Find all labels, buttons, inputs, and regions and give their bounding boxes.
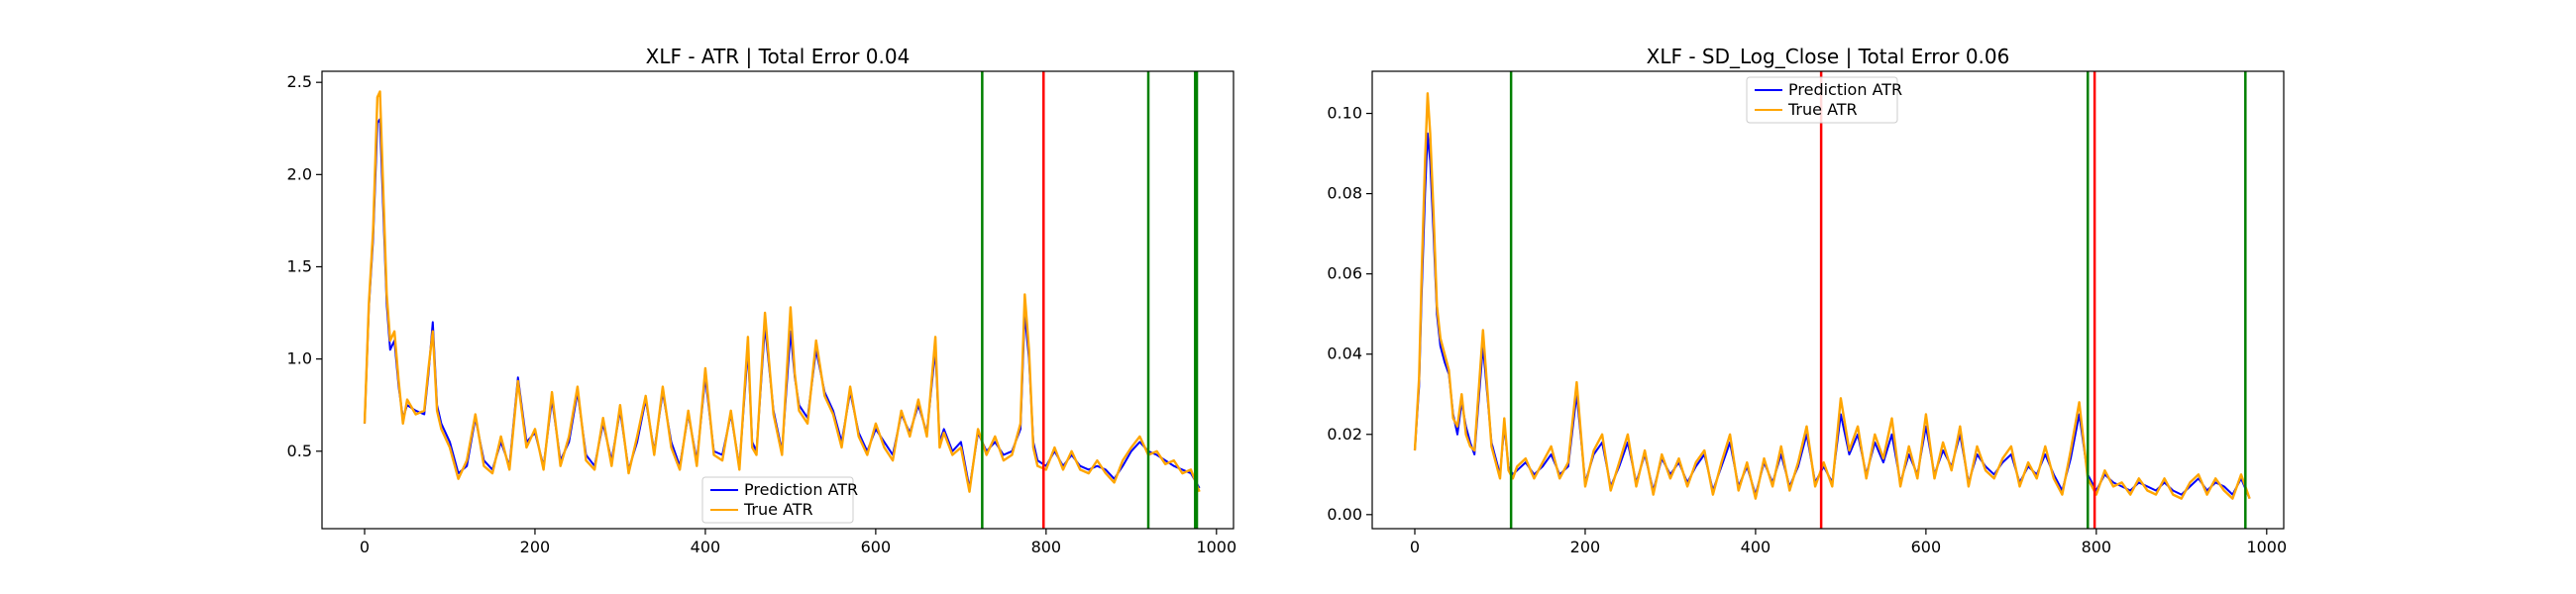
axes-frame: [321, 70, 1234, 530]
x-tick-label: 200: [1570, 538, 1601, 556]
y-tick-label: 1.0: [287, 349, 312, 368]
chart-title: XLF - SD_Log_Close | Total Error 0.06: [1647, 45, 2010, 68]
x-tick-label: 600: [1911, 538, 1942, 556]
y-tick-label: 0.02: [1327, 425, 1362, 444]
legend-label: Prediction ATR: [1788, 80, 1902, 99]
y-tick-label: 0.04: [1327, 345, 1362, 363]
legend-label: Prediction ATR: [744, 480, 858, 499]
y-tick-label: 1.5: [287, 256, 312, 275]
series-line-true-atr: [363, 90, 1201, 493]
y-tick-label: 0.5: [287, 442, 312, 460]
x-tick-label: 1000: [1196, 538, 1236, 556]
x-tick-label: 1000: [2246, 538, 2287, 556]
x-tick-label: 800: [1031, 538, 1062, 556]
x-tick-label: 200: [520, 538, 551, 556]
x-tick-label: 0: [360, 538, 370, 556]
chart-panel-0: XLF - ATR | Total Error 0.04 0 200 400 600 80…: [287, 45, 1237, 556]
y-tick-label: 0.06: [1327, 264, 1362, 283]
legend-label: True ATR: [1787, 100, 1858, 119]
y-tick-label: 0.08: [1327, 184, 1362, 203]
y-tick-label: 0.00: [1327, 505, 1362, 524]
y-tick-label: 2.5: [287, 72, 312, 91]
chart-title: XLF - ATR | Total Error 0.04: [646, 45, 911, 68]
y-tick-label: 2.0: [287, 164, 312, 183]
x-tick-label: 600: [861, 538, 892, 556]
x-tick-label: 800: [2082, 538, 2112, 556]
chart-panel-1: XLF - SD_Log_Close | Total Error 0.06 0 20…: [1327, 45, 2287, 556]
x-tick-label: 400: [691, 538, 721, 556]
x-tick-label: 400: [1741, 538, 1771, 556]
axes-frame: [1371, 70, 2285, 530]
legend-label: True ATR: [743, 500, 813, 519]
x-tick-label: 0: [1410, 538, 1420, 556]
y-tick-label: 0.10: [1327, 104, 1362, 123]
